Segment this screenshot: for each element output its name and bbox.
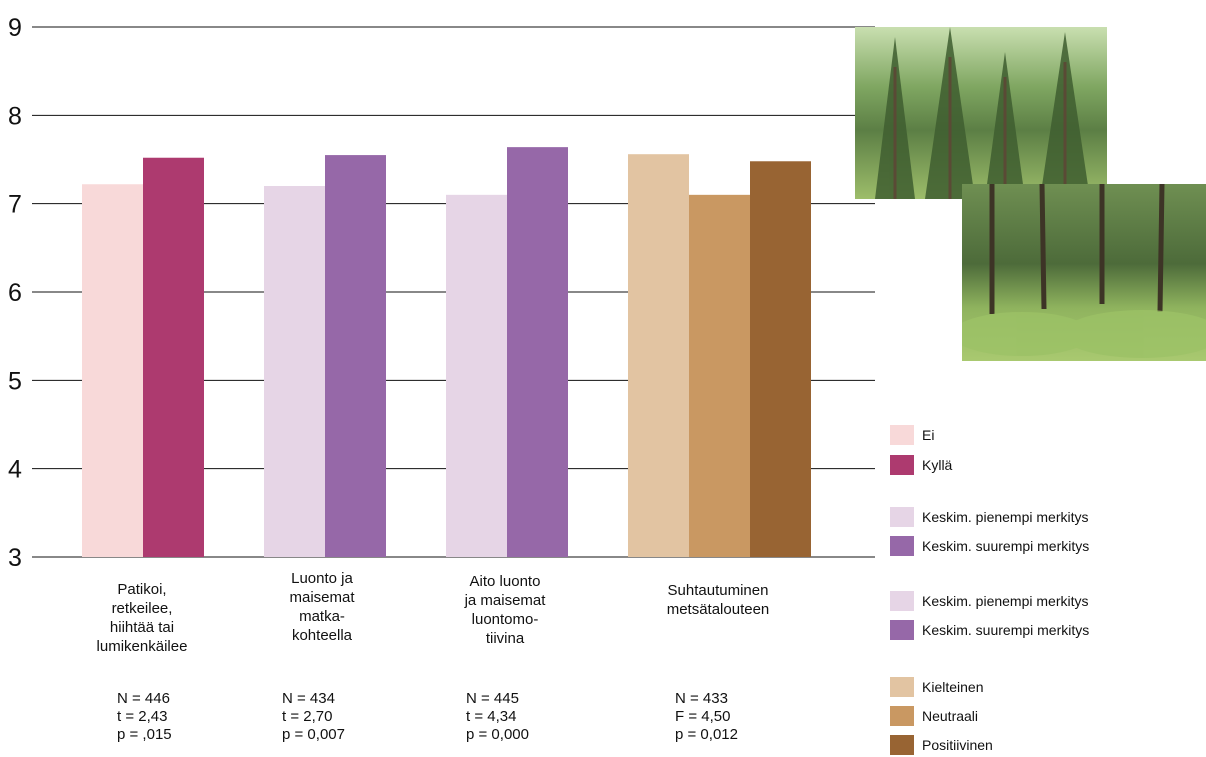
y-tick-label: 6 <box>8 279 22 307</box>
stats-line: t = 2,70 <box>282 708 333 725</box>
forest-photo-bottom <box>962 184 1206 361</box>
bar <box>750 161 811 557</box>
category-label-line: maisemat <box>289 589 355 606</box>
legend-label: Neutraali <box>922 708 979 724</box>
category-label: Patikoi, retkeilee, hiihtää tai lumikenkäil… <box>62 580 222 656</box>
category-label-line: ja maisemat <box>464 592 546 609</box>
stats-line: N = 445 <box>466 690 519 707</box>
legend-label: Kielteinen <box>922 679 984 695</box>
category-label-line: retkeilee, <box>111 600 173 617</box>
category-label-line: kohteella <box>291 627 353 644</box>
stats-line: p = 0,000 <box>466 726 529 743</box>
stats-line: F = 4,50 <box>675 708 731 725</box>
category-label-line: Aito luonto <box>469 573 541 590</box>
bar <box>264 186 325 557</box>
stats-block: N = 445 t = 4,34 p = 0,000 <box>466 690 529 744</box>
forest-photo-top <box>855 27 1107 199</box>
bar <box>507 147 568 557</box>
category-label-line: Luonto ja <box>291 570 353 587</box>
stats-line: p = ,015 <box>117 726 172 743</box>
y-tick-label: 5 <box>8 367 22 395</box>
y-tick-label: 4 <box>8 456 22 484</box>
y-tick-label: 9 <box>8 14 22 42</box>
category-label-line: luontomo- <box>471 611 539 628</box>
legend-swatch <box>890 507 914 527</box>
category-label-line: Patikoi, <box>117 581 167 598</box>
stats-line: p = 0,007 <box>282 726 345 743</box>
y-tick-label: 7 <box>8 191 22 219</box>
category-label-line: Suhtautuminen <box>667 582 769 599</box>
legend-swatch <box>890 706 914 726</box>
legend-swatch <box>890 677 914 697</box>
category-label-line: tiivina <box>485 630 525 647</box>
bar <box>82 184 143 557</box>
legend-label: Positiivinen <box>922 737 993 753</box>
legend-label: Keskim. pienempi merkitys <box>922 593 1089 609</box>
y-tick-label: 8 <box>8 102 22 130</box>
legend-swatch <box>890 620 914 640</box>
legend-swatch <box>890 536 914 556</box>
category-label: Aito luonto ja maisemat luontomo-tiivina <box>425 572 585 648</box>
legend-label: Kyllä <box>922 457 953 473</box>
stats-line: N = 434 <box>282 690 335 707</box>
legend-swatch <box>890 591 914 611</box>
category-label-line: matka- <box>299 608 345 625</box>
stats-block: N = 433 F = 4,50 p = 0,012 <box>675 690 738 744</box>
bar <box>628 154 689 557</box>
bar <box>143 157 204 557</box>
stats-line: t = 4,34 <box>466 708 517 725</box>
legend-label: Ei <box>922 427 935 443</box>
category-label-line: lumikenkäilee <box>96 638 188 655</box>
legend-swatch <box>890 425 914 445</box>
legend-swatch <box>890 735 914 755</box>
stats-line: p = 0,012 <box>675 726 738 743</box>
y-tick-label: 3 <box>8 544 22 572</box>
category-label-line: hiihtää tai <box>109 619 175 636</box>
bar <box>325 155 386 558</box>
category-label: Luonto ja maisemat matka-kohteella <box>242 569 402 645</box>
stats-block: N = 434 t = 2,70 p = 0,007 <box>282 690 345 744</box>
legend-label: Keskim. suurempi merkitys <box>922 622 1090 638</box>
legend-label: Keskim. pienempi merkitys <box>922 509 1089 525</box>
stats-line: t = 2,43 <box>117 708 168 725</box>
stats-line: N = 433 <box>675 690 728 707</box>
stats-block: N = 446 t = 2,43 p = ,015 <box>117 690 172 744</box>
legend-label: Keskim. suurempi merkitys <box>922 538 1090 554</box>
stats-line: N = 446 <box>117 690 170 707</box>
category-label-line: metsätalouteen <box>666 601 770 618</box>
category-label: Suhtautuminen metsätalouteen <box>638 581 798 619</box>
bar <box>689 194 750 558</box>
bar <box>446 194 507 558</box>
legend-swatch <box>890 455 914 475</box>
